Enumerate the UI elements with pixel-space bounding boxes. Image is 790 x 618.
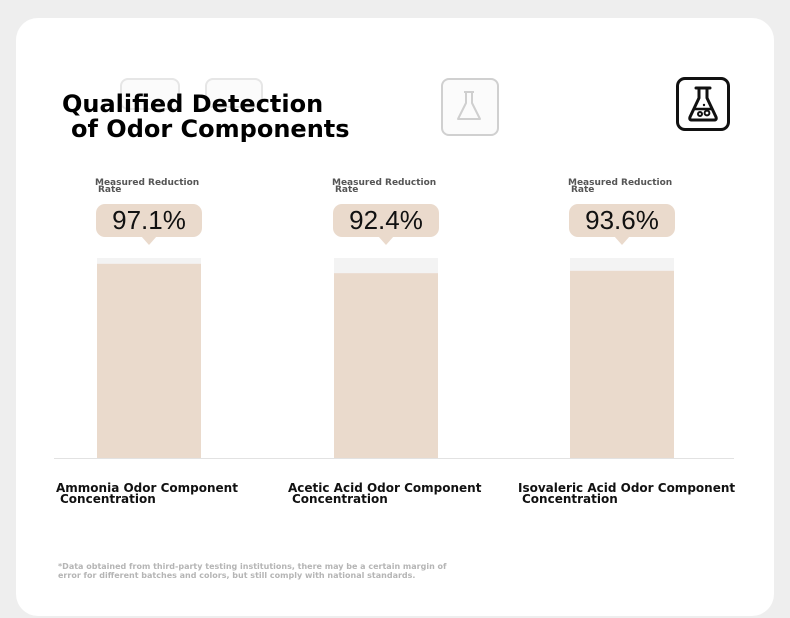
metric-label: Measured Reduction bbox=[332, 178, 436, 188]
data-label: 93.6% bbox=[585, 205, 659, 235]
category-label: Ammonia Odor Component bbox=[56, 481, 238, 495]
category-label: Concentration bbox=[522, 492, 618, 506]
page-title: Qualified Detection of Odor Components bbox=[62, 92, 350, 142]
title-line-2: of Odor Components bbox=[71, 115, 350, 143]
value-bubble-pointer bbox=[614, 236, 630, 245]
bar bbox=[570, 270, 674, 458]
flask-icon bbox=[676, 77, 730, 131]
data-label: 97.1% bbox=[112, 205, 186, 235]
value-bubble-pointer bbox=[378, 236, 394, 245]
value-bubble bbox=[333, 204, 439, 237]
category-label: Acetic Acid Odor Component bbox=[288, 481, 482, 495]
value-bubble bbox=[569, 204, 675, 237]
metric-label: Measured Reduction bbox=[568, 178, 672, 188]
metric-label: Rate bbox=[335, 185, 358, 195]
value-bubble bbox=[96, 204, 202, 237]
faded-flask-icon bbox=[441, 78, 499, 136]
faded-icon-placeholder bbox=[120, 78, 180, 110]
data-label: 92.4% bbox=[349, 205, 423, 235]
metric-label: Measured Reduction bbox=[95, 178, 199, 188]
category-label: Isovaleric Acid Odor Component bbox=[518, 481, 735, 495]
faded-icon-placeholder bbox=[205, 78, 263, 108]
metric-label: Rate bbox=[98, 185, 121, 195]
title-line-1: Qualified Detection bbox=[62, 90, 324, 118]
bar bbox=[334, 273, 438, 458]
metric-label: Rate bbox=[571, 185, 594, 195]
category-label: Concentration bbox=[292, 492, 388, 506]
value-bubble-pointer bbox=[141, 236, 157, 245]
footnote: *Data obtained from third-party testing … bbox=[58, 562, 447, 580]
bar bbox=[97, 263, 201, 458]
category-label: Concentration bbox=[60, 492, 156, 506]
